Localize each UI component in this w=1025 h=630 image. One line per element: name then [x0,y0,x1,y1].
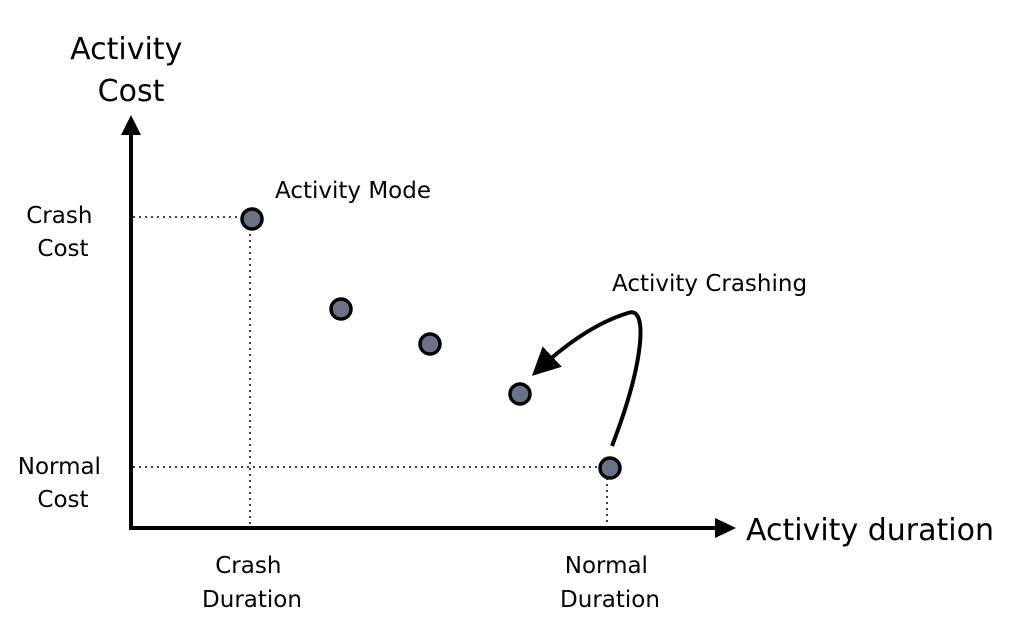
crashing-arrow [531,310,643,447]
normal-duration-label: Normal Duration [560,553,660,613]
crash-cost-label: Crash Cost [26,203,99,262]
x-axis-title: Activity duration [746,513,994,548]
activity-mode-label: Activity Mode [275,178,431,204]
y-axis-arrowhead [121,115,141,135]
activity-crashing-label: Activity Crashing [612,271,807,297]
crash-duration-label: Crash Duration [202,553,302,613]
mode-point-4 [508,382,532,406]
mode-point-normal [598,456,622,480]
mode-point-crash [240,207,264,231]
y-axis-title: Activity Cost [70,32,192,109]
normal-cost-label: Normal Cost [18,454,109,513]
mode-point-3 [418,332,442,356]
mode-point-2 [329,297,353,321]
x-axis-arrowhead [715,518,736,538]
